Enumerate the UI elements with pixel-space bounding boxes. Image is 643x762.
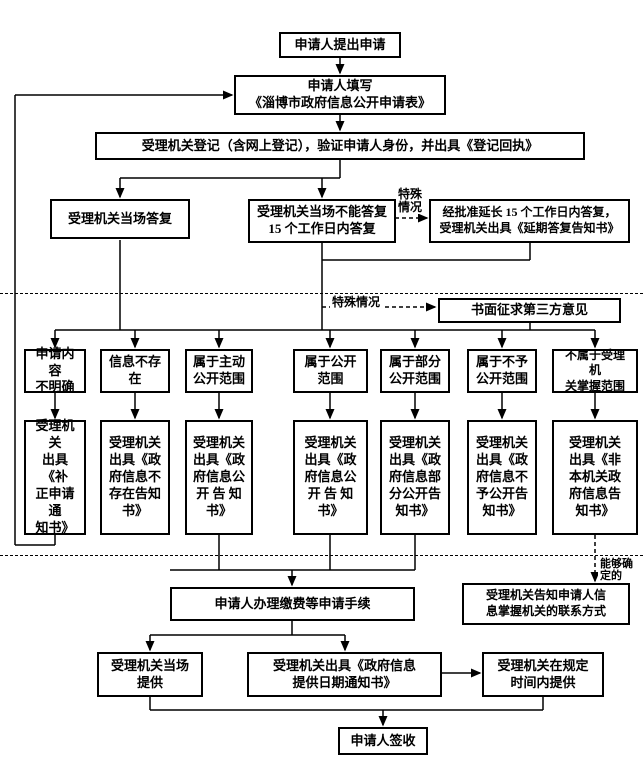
node-out-open2: 受理机关 出具《政 府信息公 开 告 知 书》 <box>293 420 368 535</box>
node-out-notours: 受理机关 出具《非 本机关政 府信息告 知书》 <box>552 420 638 535</box>
node-extend: 经批准延长 15 个工作日内答复， 受理机关出具《延期答复告知书》 <box>429 199 630 243</box>
node-out-open1: 受理机关 出具《政 府信息公 开 告 知 书》 <box>185 420 253 535</box>
node-out-notexist: 受理机关 出具《政 府信息不 存在告知 书》 <box>100 420 170 535</box>
section-divider <box>0 555 643 556</box>
node-date-notice: 受理机关出具《政府信息 提供日期通知书》 <box>247 652 442 697</box>
node-not-onsite: 受理机关当场不能答复 15 个工作日内答复 <box>248 199 396 243</box>
node-not-ours: 不属于受理机 关掌握范围 <box>552 349 638 393</box>
node-provide-intime: 受理机关在规定 时间内提供 <box>482 652 604 697</box>
section-divider <box>0 293 643 294</box>
node-inform-contact: 受理机关告知申请人信 息掌握机关的联系方式 <box>462 583 630 625</box>
node-fill-form: 申请人填写 《淄博市政府信息公开申请表》 <box>234 75 446 115</box>
node-proactive: 属于主动 公开范围 <box>185 349 253 393</box>
node-partial: 属于部分 公开范围 <box>380 349 450 393</box>
node-unclear: 申请内容 不明确 <box>24 349 86 393</box>
edge-label-special: 特殊情况 <box>330 296 385 309</box>
node-third-party: 书面征求第三方意见 <box>438 298 621 323</box>
node-signoff: 申请人签收 <box>338 727 428 755</box>
node-provide-onsite: 受理机关当场 提供 <box>97 652 203 697</box>
node-register: 受理机关登记（含网上登记），验证申请人身份，并出具《登记回执》 <box>95 132 585 160</box>
node-pay-fee: 申请人办理缴费等申请手续 <box>170 587 415 621</box>
node-refuse: 属于不予 公开范围 <box>467 349 537 393</box>
node-out-correction: 受理机关 出具《补 正申请通 知书》 <box>24 420 86 535</box>
edge-label-determinable: 能够确定的 <box>598 558 638 582</box>
edge-label-special: 特殊情况 <box>396 188 424 214</box>
node-open: 属于公开 范围 <box>293 349 368 393</box>
node-start: 申请人提出申请 <box>279 32 401 58</box>
node-not-exist: 信息不存在 <box>100 349 170 393</box>
node-onsite-reply: 受理机关当场答复 <box>50 199 190 239</box>
node-out-partial: 受理机关 出具《政 府信息部 分公开告 知书》 <box>380 420 450 535</box>
node-out-refuse: 受理机关 出具《政 府信息不 予公开告 知书》 <box>467 420 537 535</box>
